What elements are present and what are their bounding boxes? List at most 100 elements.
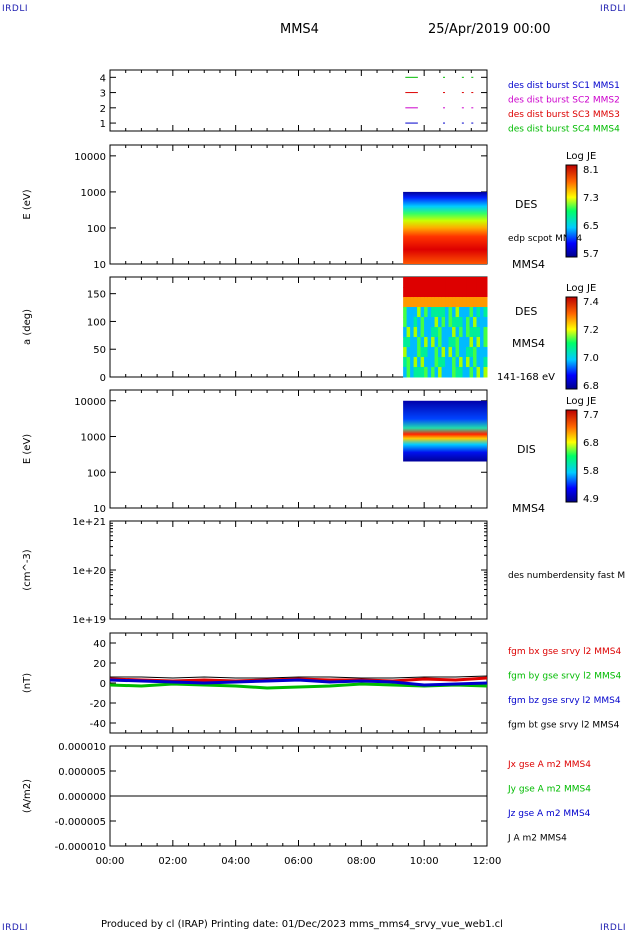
des-pitch-cell [434,287,439,298]
des-pitch-cell [424,357,429,368]
footer-text: Produced by cl (IRAP) Printing date: 01/… [101,919,503,930]
des-pitch-colorbar-title: Log JE [566,283,596,294]
dis-energy-panel-ytick-label: 10 [93,504,106,515]
des-pitch-cell [448,347,453,358]
des-pitch-cell [473,357,478,368]
des-pitch-cell [455,287,460,298]
des-pitch-cell [431,347,436,358]
des-pitch-cell [445,367,450,378]
des-pitch-cell [424,307,429,318]
availability-panel-ytick-label: 3 [100,89,106,100]
des-pitch-cell [476,367,481,378]
des-pitch-cell [480,357,485,368]
des-pitch-cell [434,347,439,358]
des-pitch-cell [434,317,439,328]
des-pitch-cell [480,367,485,378]
des-pitch-cell [420,337,425,348]
dis-energy-panel-ylabel: E (eV) [22,434,33,464]
des-pitch-cell [462,297,467,308]
des-pitch-cell [455,347,460,358]
des-pitch-cell [413,287,418,298]
des-pitch-cell [445,357,450,368]
des-pitch-cell [483,307,488,318]
time-axis-label: 10:00 [410,856,439,867]
des-pitch-cell [466,347,471,358]
time-axis-label: 02:00 [158,856,187,867]
des-energy-colorbar [565,164,578,258]
des-pitch-cell [452,357,457,368]
des-pitch-cell [462,317,467,328]
des-pitch-colorbar [565,296,578,390]
des-pitch-cell [410,307,415,318]
des-pitch-cell [480,307,485,318]
des-pitch-cell [413,297,418,308]
des-pitch-cell [438,347,443,358]
des-energy-colorbar-title: Log JE [566,151,596,162]
des-pitch-cell [438,297,443,308]
des-pitch-cell [448,287,453,298]
des-pitch-cell [427,347,432,358]
des-pitch-cell [424,317,429,328]
des-pitch-cell [473,367,478,378]
des-pitch-cell [452,297,457,308]
des-pitch-cell [452,367,457,378]
des-pitch-cell [417,327,422,338]
dis-label: DIS [517,443,536,456]
fgm-panel-ytick-label: 20 [93,659,106,670]
des-pitch-cell [420,297,425,308]
des-pitch-cell [438,327,443,338]
des-pitch-cell [417,347,422,358]
page-title: MMS4 [280,22,319,37]
des-pitch-cell [434,327,439,338]
des-pitch-panel-ytick-label: 0 [100,373,106,384]
des-energy-spectrogram [403,191,487,264]
des-pitch-cell [406,307,411,318]
des-pitch-panel-ytick-label: 150 [87,290,106,301]
des-pitch-colorbar-tick: 6.8 [583,381,599,392]
des-pitch-cell [417,337,422,348]
des-pitch-cell [445,297,450,308]
des-pitch-cell [473,317,478,328]
des-pitch-cell [417,317,422,328]
des-pitch-cell [466,367,471,378]
current-legend-entry: Jy gse A m2 MMS4 [507,785,591,795]
fgm-legend-entry: fgm bt gse srvy l2 MMS4 [508,721,620,731]
des-pitch-cell [406,347,411,358]
des-pitch-cell [448,297,453,308]
des-pitch-cell [462,287,467,298]
des-pitch-cell [403,347,408,358]
des-pitch-cell [431,317,436,328]
des-pitch-cell [473,347,478,358]
des-pitch-cell [455,317,460,328]
des-pitch-cell [480,287,485,298]
des-pitch-cell [434,297,439,308]
fgm-series-line [109,678,488,687]
energy-range-label: 141-168 eV [497,372,555,383]
des-pitch-cell [483,367,488,378]
des-pitch-panel-ylabel: a (deg) [22,309,33,345]
des-pitch-cell [452,347,457,358]
des-pitch-colorbar-tick: 7.4 [583,297,599,308]
des-pitch-cell [424,347,429,358]
des-pitch-cell [480,347,485,358]
des-pitch-cell [448,337,453,348]
des-pitch-cell [420,287,425,298]
des-pitch-cell [438,367,443,378]
des-pitch-cell [473,327,478,338]
fgm-panel-ytick-label: -40 [90,719,106,730]
des-pitch-cell [452,277,457,288]
des-pitch-cell [403,277,408,288]
des-pitch-cell [424,337,429,348]
fgm-legend-entry: fgm by gse srvy l2 MMS4 [508,672,621,682]
des-pitch-cell [483,317,488,328]
des-pitch-cell [410,297,415,308]
des-pitch-cell [438,287,443,298]
des-pitch-cell [420,307,425,318]
des-label: DES [515,198,537,211]
des-pitch-cell [455,297,460,308]
des-pitch-cell [438,317,443,328]
des-pitch-cell [480,297,485,308]
fgm-panel-ytick-label: 40 [93,639,106,650]
des-pitch-cell [459,287,464,298]
des-pitch-cell [445,287,450,298]
